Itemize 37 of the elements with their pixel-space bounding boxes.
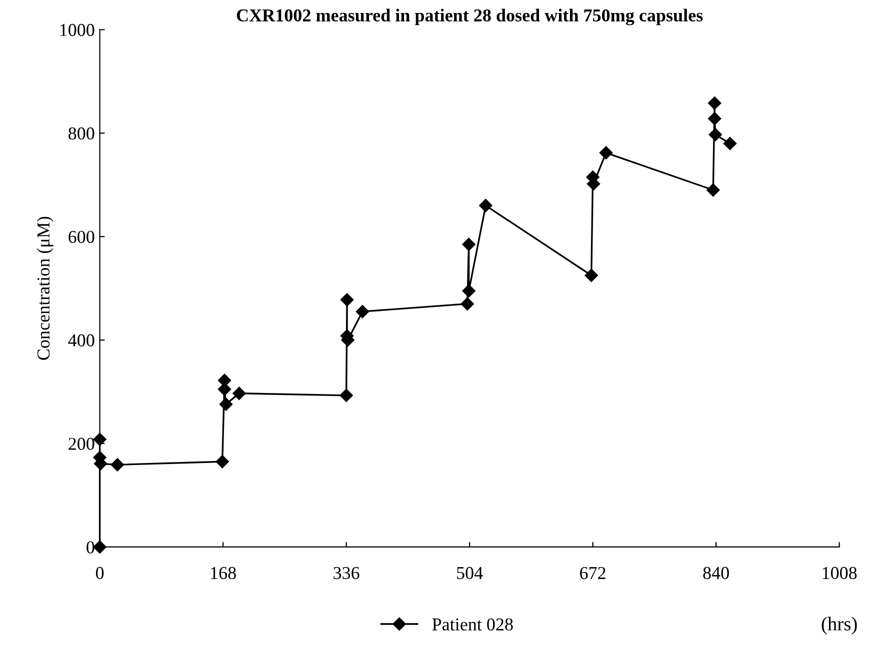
point — [599, 146, 613, 160]
y-tick-label: 600 — [68, 230, 94, 244]
point — [479, 198, 492, 212]
point — [460, 297, 474, 310]
x-tick-label: 0 — [96, 566, 104, 580]
x-tick-label: 672 — [580, 566, 606, 580]
y-tick-label: 800 — [68, 127, 94, 140]
x-tick-label: 1008 — [822, 566, 857, 580]
point — [708, 128, 722, 142]
x-axis-title: (hrs) — [822, 616, 857, 634]
y-tick-label: 1000 — [60, 24, 94, 36]
y-tick-label: 200 — [68, 438, 94, 450]
legend-label: Patient 028 — [432, 618, 513, 631]
x-tick-label: 336 — [334, 566, 360, 580]
point — [708, 96, 722, 110]
point — [110, 458, 124, 472]
point — [93, 540, 106, 554]
y-axis-title: Concentration (μM) — [36, 216, 54, 360]
point — [706, 183, 720, 197]
point — [462, 284, 476, 298]
point — [462, 238, 476, 251]
point — [708, 112, 722, 126]
point — [723, 136, 737, 150]
point — [218, 382, 232, 396]
point — [340, 293, 354, 306]
x-tick-label: 168 — [211, 566, 236, 580]
x-tick-label: 840 — [703, 566, 729, 580]
y-tick-label: 400 — [68, 334, 94, 346]
point — [232, 386, 246, 400]
y-tick-label: 0 — [86, 541, 94, 554]
point — [356, 305, 370, 318]
chart-title: CXR1002 measured in patient 28 dosed with 750mg capsules — [236, 8, 703, 26]
point — [216, 455, 229, 468]
x-tick-label: 504 — [457, 566, 483, 580]
point — [584, 268, 598, 282]
point — [340, 388, 353, 402]
point — [219, 398, 233, 411]
